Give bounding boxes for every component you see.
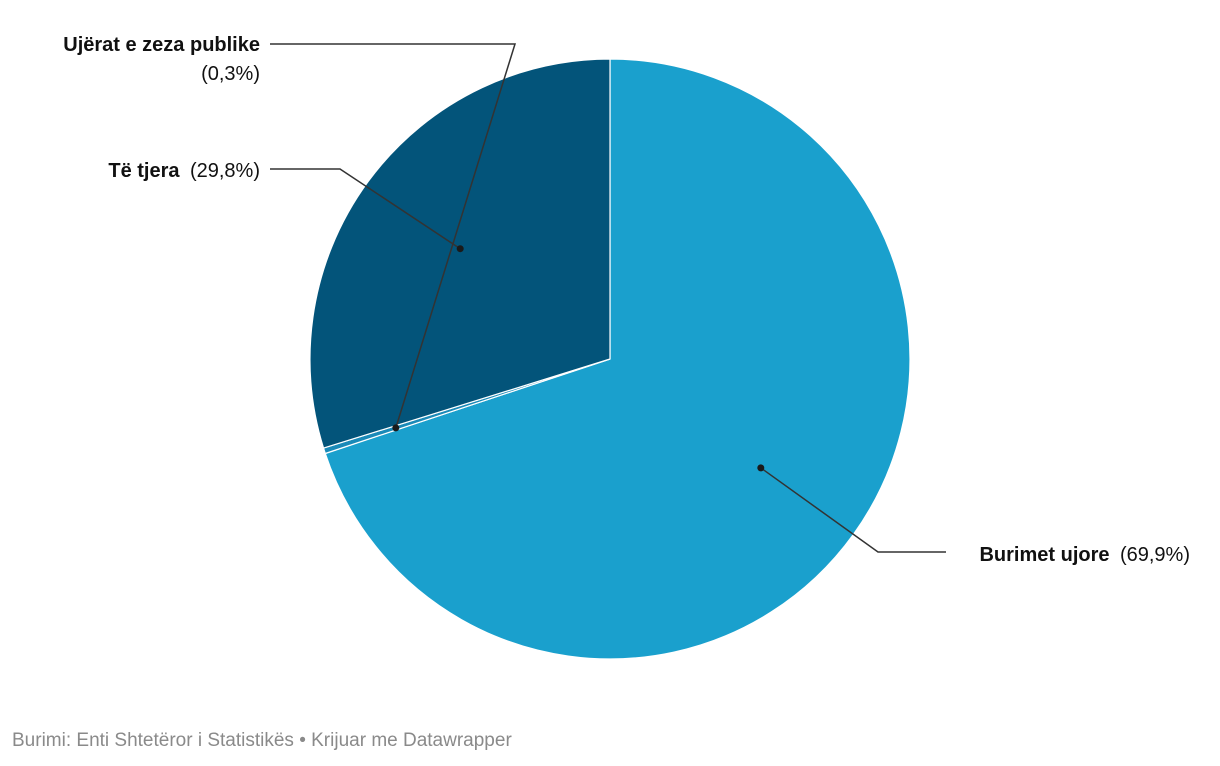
leader-line-2 (270, 168, 461, 250)
label-ujerat-e-zeza-publike: Ujërat e zeza publike (63, 34, 260, 56)
pie-slice-të-tjera (309, 58, 611, 449)
label-ujerat-e-zeza-publike-pct: (0,3%) (201, 63, 260, 85)
leader-line-1 (270, 43, 517, 429)
label-te-tjera: Të tjera (29,8%) (108, 160, 260, 182)
leader-dot-0 (757, 464, 765, 472)
label-burimet-ujore: Burimet ujore (69,9%) (979, 544, 1190, 566)
source-footer: Burimi: Enti Shtetëror i Statistikës • K… (12, 730, 512, 751)
pie-slices (309, 58, 911, 660)
pie-chart: Burimet ujore (69,9%) Ujërat e zeza publ… (63, 34, 1190, 660)
leader-dot-1 (392, 424, 400, 432)
leader-dot-2 (456, 245, 464, 253)
leader-line-0 (760, 467, 946, 553)
leader-lines (270, 43, 946, 553)
